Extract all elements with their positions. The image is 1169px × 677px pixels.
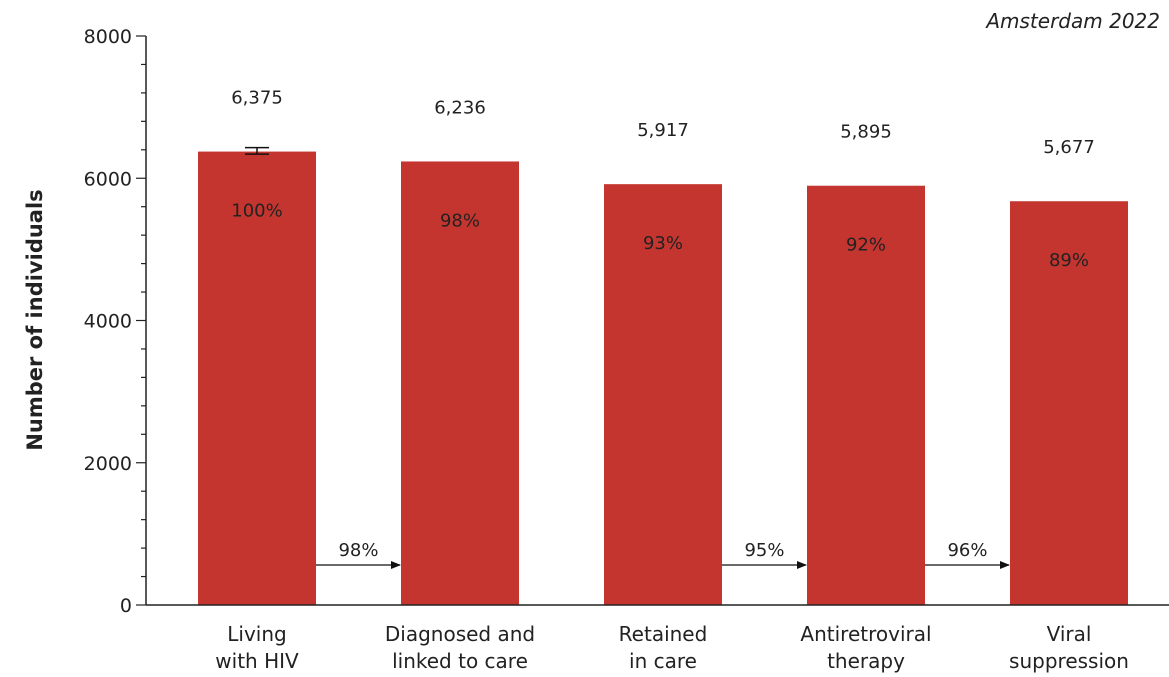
bar — [604, 184, 722, 605]
bar-value-label: 6,375 — [231, 88, 283, 109]
step-percent-label: 96% — [947, 540, 987, 561]
y-tick-label: 0 — [120, 595, 132, 617]
x-category-label: Antiretroviral — [800, 622, 931, 646]
bar-percent-label: 89% — [1049, 250, 1089, 271]
chart-subtitle: Amsterdam 2022 — [984, 9, 1160, 33]
y-axis: 0 2000 4000 6000 8000 — [84, 26, 147, 617]
step-annotations: 98% 95% 96% — [316, 540, 1010, 569]
x-category-label: Diagnosed and — [385, 622, 535, 646]
bar-percent-label: 100% — [231, 201, 282, 222]
x-category-label: linked to care — [392, 649, 528, 673]
y-tick-label: 2000 — [84, 453, 132, 475]
bar-percent-label: 93% — [643, 233, 683, 254]
y-tick-label: 8000 — [84, 26, 132, 48]
step-percent-label: 98% — [338, 540, 378, 561]
bar — [1010, 201, 1128, 605]
x-category-label: suppression — [1009, 649, 1129, 673]
x-category-label: Viral — [1047, 622, 1092, 646]
bar — [807, 185, 925, 605]
x-axis: Living with HIV Diagnosed and linked to car… — [146, 604, 1169, 673]
x-category-label: in care — [629, 649, 697, 673]
x-category-label: therapy — [827, 649, 905, 673]
bar-percent-label: 92% — [846, 235, 886, 256]
bar-value-label: 5,895 — [840, 122, 892, 143]
bar-value-label: 5,917 — [637, 120, 689, 141]
bar-group: 6,375 100% 6,236 98% 5,917 93% 5,895 92% 5,677 89… — [198, 88, 1128, 606]
step-percent-label: 95% — [744, 540, 784, 561]
x-category-label: with HIV — [215, 649, 299, 673]
bar — [401, 161, 519, 606]
y-tick-label: 6000 — [84, 168, 132, 190]
bar-value-label: 5,677 — [1043, 137, 1095, 158]
bar-percent-label: 98% — [440, 210, 480, 231]
y-tick-label: 4000 — [84, 311, 132, 333]
x-category-label: Retained — [619, 622, 708, 646]
y-axis-label: Number of individuals — [23, 189, 47, 450]
bar — [198, 151, 316, 605]
bar-value-label: 6,236 — [434, 97, 486, 118]
x-category-label: Living — [227, 622, 286, 646]
